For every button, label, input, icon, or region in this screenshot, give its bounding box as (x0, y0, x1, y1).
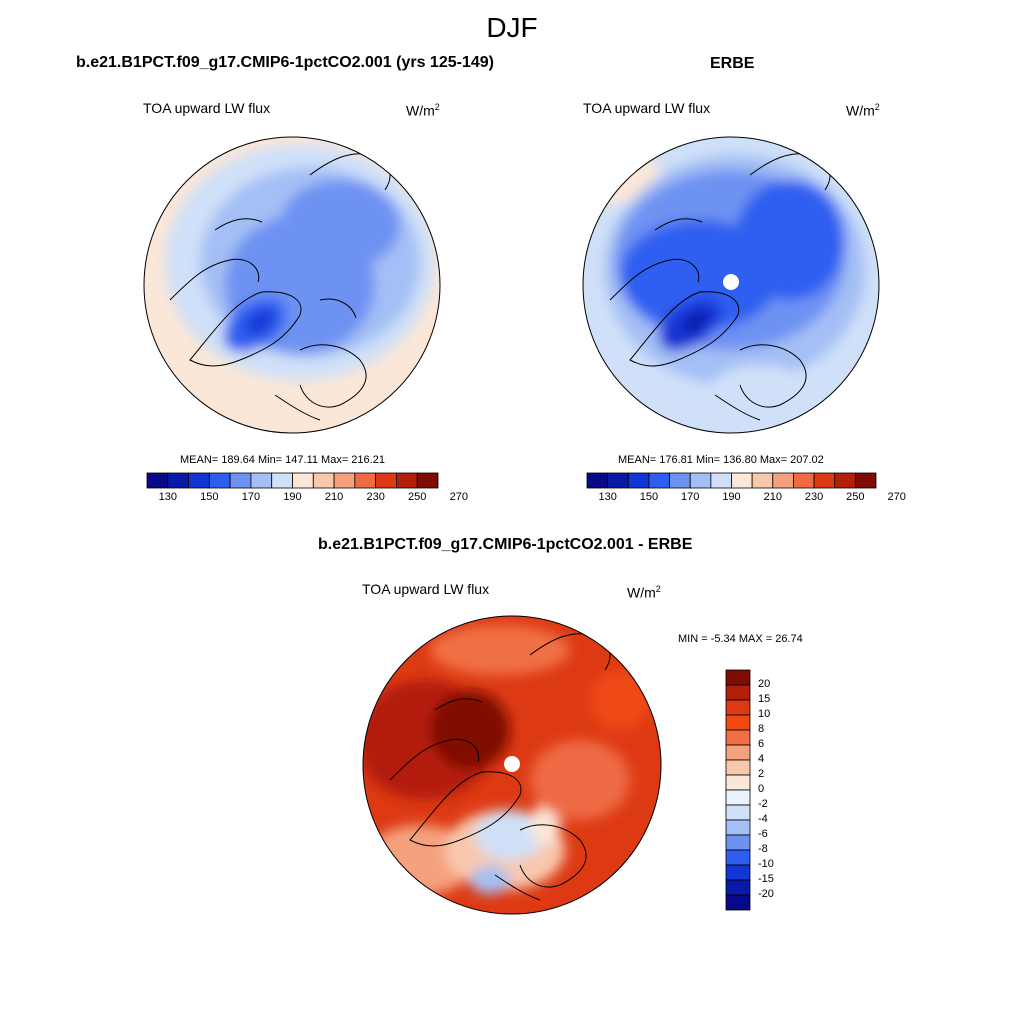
colorbar-tick-label: 270 (449, 491, 468, 503)
colorbar-tick-label: 150 (200, 491, 219, 503)
colorbar-swatch (396, 472, 418, 489)
colorbar-swatch (834, 472, 856, 489)
colorbar-swatch (731, 472, 753, 489)
panel-2-variable: TOA upward LW flux (583, 100, 711, 116)
colorbar-swatch (607, 472, 629, 489)
colorbar-swatch (725, 684, 751, 701)
colorbar-swatch (354, 472, 377, 489)
colorbar-tick-label: -4 (758, 813, 768, 825)
colorbar-swatch (725, 789, 751, 806)
colorbar-swatch (167, 472, 189, 489)
colorbar-swatch (725, 714, 751, 731)
panel-1-variable: TOA upward LW flux (143, 100, 271, 116)
colorbar-swatch (627, 472, 650, 489)
colorbar-tick-label: 210 (324, 491, 344, 503)
colorbar-swatch (725, 834, 751, 851)
colorbar-swatch (725, 669, 751, 686)
colorbar-swatch (725, 744, 751, 761)
map-3 (363, 616, 661, 914)
map-3-border (362, 615, 662, 915)
colorbar-tick-label: 250 (846, 491, 865, 503)
colorbar-swatch (333, 472, 356, 489)
colorbar-swatch (725, 894, 751, 911)
colorbar-swatch (188, 472, 210, 489)
colorbar-swatch (813, 472, 836, 489)
colorbar-swatch (725, 864, 751, 881)
colorbar-3 (725, 669, 751, 911)
colorbar-swatch (710, 472, 732, 489)
colorbar-tick-label: 10 (758, 708, 771, 720)
colorbar-swatch (271, 472, 293, 489)
colorbar-swatch (725, 729, 751, 746)
panel-2-title: ERBE (710, 55, 755, 72)
colorbar-tick-label: 190 (722, 491, 741, 503)
colorbar-swatch (250, 472, 273, 489)
colorbar-swatch (725, 774, 751, 791)
colorbar-tick-label: 250 (408, 491, 427, 503)
panel-2-stats: MEAN= 176.81 Min= 136.80 Max= 207.02 (618, 454, 824, 466)
panel-1-stats: MEAN= 189.64 Min= 147.11 Max= 216.21 (180, 454, 385, 466)
colorbar-tick-label: 2 (758, 768, 765, 780)
colorbar-tick-label: 170 (241, 491, 261, 503)
figure-title: DJF (486, 12, 538, 43)
colorbar-swatch (292, 472, 314, 489)
colorbar-tick-label: 150 (639, 491, 659, 503)
colorbar-tick-label: -2 (758, 798, 768, 810)
colorbar-tick-label: -8 (758, 843, 768, 855)
colorbar-swatch (146, 472, 169, 489)
colorbar-swatch (772, 472, 794, 489)
colorbar-tick-label: -15 (758, 873, 774, 885)
panel-3-variable: TOA upward LW flux (362, 581, 490, 597)
colorbar-swatch (854, 472, 877, 489)
colorbar-swatch (648, 472, 670, 489)
colorbar-swatch (689, 472, 712, 489)
colorbar-2 (586, 472, 877, 489)
panel-1-unit: W/m2 (406, 102, 440, 119)
colorbar-tick-label: -20 (758, 888, 774, 900)
colorbar-tick-label: 0 (758, 783, 765, 795)
colorbar-swatch (751, 472, 774, 489)
colorbar-swatch (312, 472, 335, 489)
colorbar-tick-label: 8 (758, 723, 765, 735)
colorbar-tick-label: 230 (804, 491, 824, 503)
colorbar-tick-label: 4 (758, 753, 765, 765)
colorbar-tick-label: 270 (887, 491, 906, 503)
colorbar-swatch (669, 472, 691, 489)
colorbar-tick-label: 6 (758, 738, 765, 750)
panel-3-title: b.e21.B1PCT.f09_g17.CMIP6-1pctCO2.001 - … (318, 536, 693, 553)
colorbar-swatch (725, 849, 751, 866)
colorbar-tick-label: -10 (758, 858, 774, 870)
colorbar-swatch (793, 472, 815, 489)
colorbar-swatch (725, 819, 751, 836)
colorbar-tick-label: 230 (366, 491, 385, 503)
colorbar-tick-label: 190 (283, 491, 302, 503)
colorbar-swatch (416, 472, 439, 489)
colorbar-tick-label: -6 (758, 828, 768, 840)
map-1 (144, 137, 440, 433)
colorbar-swatch (375, 472, 397, 489)
colorbar-swatch (586, 472, 609, 489)
colorbar-swatch (725, 879, 751, 896)
colorbar-tick-label: 130 (158, 491, 177, 503)
map-2-border (582, 136, 880, 434)
map-1-border (143, 136, 441, 434)
panel-3-unit: W/m2 (627, 584, 661, 601)
colorbar-tick-label: 20 (758, 678, 771, 690)
colorbar-1 (146, 472, 439, 489)
colorbar-swatch (725, 759, 751, 776)
panel-1-title: b.e21.B1PCT.f09_g17.CMIP6-1pctCO2.001 (y… (76, 54, 494, 71)
panel-2-unit: W/m2 (846, 102, 880, 119)
colorbar-swatch (208, 472, 231, 489)
colorbar-tick-label: 210 (763, 491, 782, 503)
panel-3-stats: MIN = -5.34 MAX = 26.74 (678, 633, 803, 645)
colorbar-tick-label: 170 (681, 491, 700, 503)
colorbar-swatch (229, 472, 252, 489)
colorbar-swatch (725, 699, 751, 716)
map-2 (583, 137, 879, 433)
colorbar-tick-label: 15 (758, 693, 771, 705)
colorbar-swatch (725, 804, 751, 821)
colorbar-tick-label: 130 (598, 491, 617, 503)
